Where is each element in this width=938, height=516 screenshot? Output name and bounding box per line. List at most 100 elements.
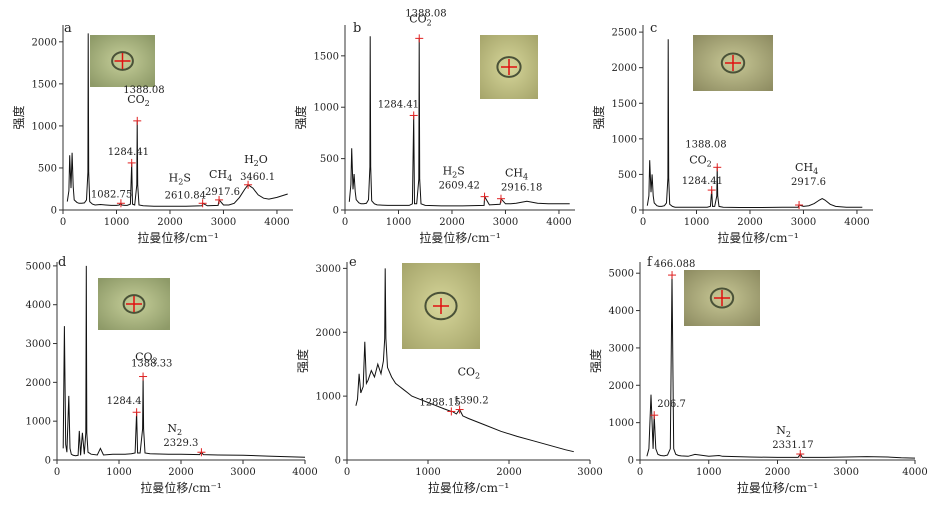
species-label: CO2 xyxy=(458,366,481,381)
species-label: CH4 xyxy=(795,161,818,176)
spectrum-panel-a: 0 1000 2000 3000 4000 0 500 1000 1500 2000 拉曼位移/cm… xyxy=(11,21,293,245)
inclusion-outline xyxy=(720,52,746,74)
peak-label: 1288.15 xyxy=(419,397,460,408)
y-tick-label: 0 xyxy=(333,206,339,217)
spectrum-panel-c: 0 1000 2000 3000 4000 0 500 1000 1500 2000 2500 拉曼位… xyxy=(591,21,873,245)
species-label: CO2 xyxy=(689,153,712,168)
x-tick-label: 4000 xyxy=(264,217,289,228)
y-tick-label: 0 xyxy=(628,456,634,467)
x-tick-label: 4000 xyxy=(546,217,571,228)
peak-label: 1390.2 xyxy=(454,396,489,407)
x-tick-label: 3000 xyxy=(230,467,255,478)
x-axis-label: 拉曼位移/cm⁻¹ xyxy=(428,480,509,495)
inclusion-micrograph xyxy=(693,35,773,91)
y-tick-label: 2000 xyxy=(609,381,634,392)
y-tick-label: 0 xyxy=(335,456,341,467)
x-axis-label: 拉曼位移/cm⁻¹ xyxy=(137,230,218,245)
peak-label: 2609.42 xyxy=(439,181,480,192)
inclusion-outline xyxy=(709,287,735,309)
peak-label: 1082.75 xyxy=(91,189,132,200)
y-tick-label: 0 xyxy=(45,456,51,467)
x-tick-label: 3000 xyxy=(577,467,602,478)
y-tick-label: 2000 xyxy=(612,63,637,74)
y-tick-label: 3000 xyxy=(609,343,634,354)
y-tick-label: 2500 xyxy=(612,28,637,39)
inclusion-micrograph xyxy=(90,35,155,87)
peak-label: 1388.33 xyxy=(131,359,172,370)
x-tick-label: 0 xyxy=(344,467,350,478)
spectrum-panel-b: 0 1000 2000 3000 4000 0 500 1000 1500 拉曼位移/cm⁻¹ 强度… xyxy=(293,8,575,245)
x-tick-label: 2000 xyxy=(737,217,762,228)
peak-label: 2917.6 xyxy=(205,187,240,198)
y-tick-label: 2000 xyxy=(26,378,51,389)
x-tick-label: 2000 xyxy=(439,217,464,228)
x-tick-label: 0 xyxy=(640,217,646,228)
x-axis-label: 拉曼位移/cm⁻¹ xyxy=(140,480,221,495)
y-tick-label: 1000 xyxy=(26,417,51,428)
peak-label: 2916.18 xyxy=(501,183,542,194)
x-tick-label: 3000 xyxy=(791,217,816,228)
y-tick-label: 1500 xyxy=(612,99,637,110)
peak-annotation: 1390.2 CO2 xyxy=(454,366,489,414)
peak-annotation: 1284.41 xyxy=(378,99,419,120)
x-tick-label: 1000 xyxy=(106,467,131,478)
peak-label: 1284.41 xyxy=(378,99,419,110)
panel-letter: b xyxy=(353,21,361,36)
spectrum-line xyxy=(66,33,288,207)
panel-letter: c xyxy=(650,21,657,36)
y-tick-label: 500 xyxy=(618,170,637,181)
x-tick-label: 2000 xyxy=(765,467,790,478)
peak-annotation: 3460.1 H2O xyxy=(240,153,275,189)
peak-label: 466.088 xyxy=(654,259,695,270)
peak-annotation: 1388.08 CO2 xyxy=(685,139,727,172)
y-tick-label: 1000 xyxy=(32,121,57,132)
y-tick-label: 1000 xyxy=(316,392,341,403)
spectrum-panel-d: 0 1000 2000 3000 4000 0 1000 2000 3000 4000 5000 拉曼… xyxy=(26,255,318,495)
species-label: H2S xyxy=(443,165,465,180)
y-tick-label: 2000 xyxy=(316,328,341,339)
x-axis-label: 拉曼位移/cm⁻¹ xyxy=(419,230,500,245)
y-tick-label: 3000 xyxy=(316,264,341,275)
peak-annotation: 1284.41 xyxy=(682,176,723,195)
y-tick-label: 500 xyxy=(38,163,57,174)
peak-label: 1284.41 xyxy=(108,147,149,158)
inclusion-outline xyxy=(111,51,134,71)
y-tick-label: 1000 xyxy=(314,103,339,114)
spectrum-panel-e: 0 1000 2000 3000 0 1000 2000 3000 拉曼位移/cm⁻¹ 强度 128… xyxy=(295,255,603,495)
y-tick-label: 4000 xyxy=(609,306,634,317)
peak-annotation: 2610.84 H2S xyxy=(165,171,207,208)
spectrum-line xyxy=(348,36,570,207)
peak-label: 2610.84 xyxy=(165,190,206,201)
x-tick-label: 1000 xyxy=(386,217,411,228)
x-tick-label: 4000 xyxy=(292,467,317,478)
species-label: N2 xyxy=(776,424,791,439)
y-tick-label: 1000 xyxy=(609,418,634,429)
inclusion-outline xyxy=(424,291,458,321)
x-tick-label: 2000 xyxy=(496,467,521,478)
species-label: CO2 xyxy=(135,351,158,366)
y-tick-label: 500 xyxy=(320,154,339,165)
panel-letter: e xyxy=(349,255,357,270)
peak-annotation: 1082.75 xyxy=(91,189,132,208)
x-tick-label: 1000 xyxy=(696,467,721,478)
species-label: H2S xyxy=(169,171,191,186)
x-tick-label: 0 xyxy=(637,467,643,478)
peak-label: 206.7 xyxy=(657,399,686,410)
x-tick-label: 2000 xyxy=(157,217,182,228)
species-label: CH4 xyxy=(209,168,232,183)
peak-label: 3460.1 xyxy=(240,172,275,183)
y-tick-label: 1500 xyxy=(314,51,339,62)
species-label: CO2 xyxy=(409,12,432,27)
x-tick-label: 1000 xyxy=(104,217,129,228)
peak-annotation: 206.7 xyxy=(650,399,686,420)
peak-label: 1388.08 xyxy=(685,139,726,150)
x-tick-label: 3000 xyxy=(493,217,518,228)
x-tick-label: 2000 xyxy=(168,467,193,478)
y-tick-label: 5000 xyxy=(26,261,51,272)
